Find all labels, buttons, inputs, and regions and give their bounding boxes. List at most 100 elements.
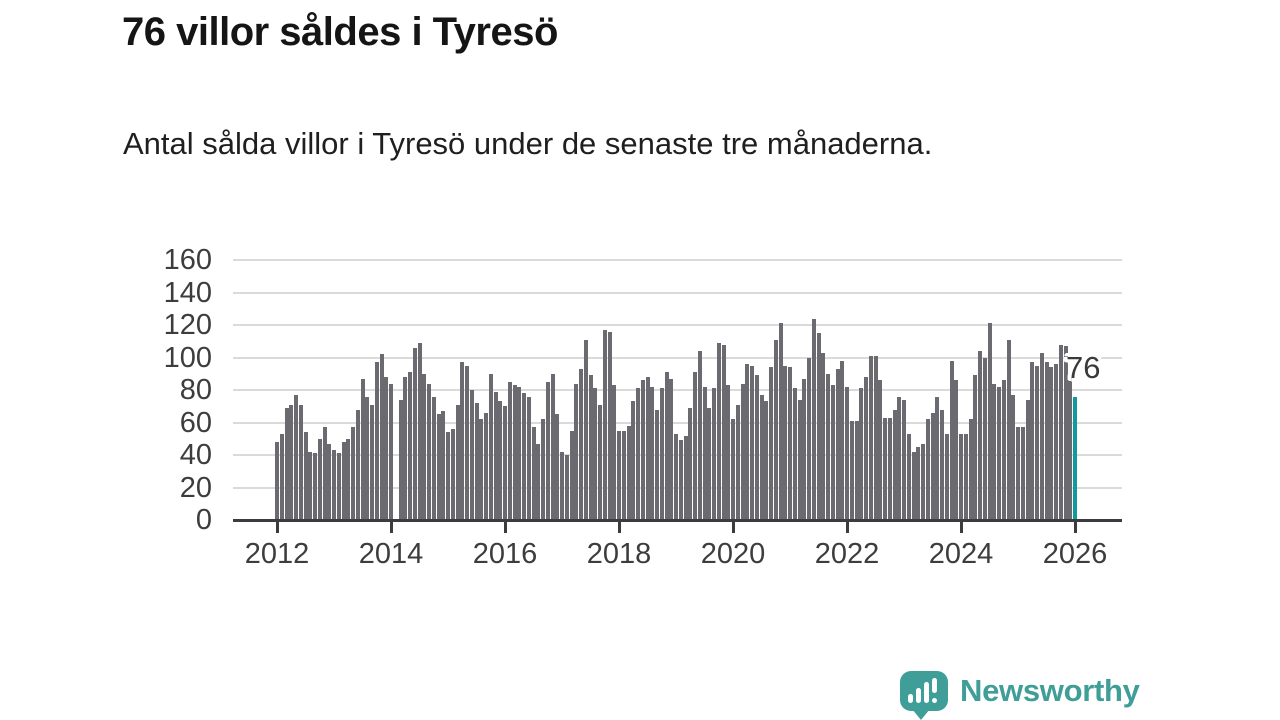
bar xyxy=(621,430,626,520)
bar xyxy=(940,409,944,520)
bar xyxy=(835,368,840,520)
bar xyxy=(826,373,830,520)
bar xyxy=(398,399,403,520)
bar xyxy=(313,453,317,520)
bar xyxy=(602,329,607,520)
bar xyxy=(583,339,588,520)
bar xyxy=(959,433,963,520)
bar xyxy=(997,386,1001,520)
chart-subtitle: Antal sålda villor i Tyresö under de sen… xyxy=(123,126,933,161)
bar xyxy=(773,339,778,520)
bar xyxy=(845,386,849,520)
x-tick-label: 2020 xyxy=(700,538,766,570)
bar xyxy=(973,375,978,520)
y-tick-label: 0 xyxy=(195,504,212,536)
bar xyxy=(1054,364,1058,520)
bar xyxy=(346,438,351,520)
bar xyxy=(1068,377,1073,520)
bar xyxy=(721,344,726,520)
bar xyxy=(963,433,968,520)
y-tick-label: 40 xyxy=(179,439,212,471)
bar xyxy=(1049,367,1054,520)
bar xyxy=(327,443,332,520)
bar xyxy=(365,396,370,520)
bar xyxy=(873,355,878,520)
x-axis-tick xyxy=(959,520,963,533)
bar xyxy=(683,435,688,520)
bar xyxy=(322,427,327,520)
bar xyxy=(446,432,450,520)
bar xyxy=(355,409,360,520)
bar xyxy=(631,401,636,520)
bar xyxy=(617,430,621,520)
bar xyxy=(484,412,488,520)
bar xyxy=(750,365,754,520)
x-axis-tick xyxy=(389,520,393,533)
bar xyxy=(707,407,712,520)
bar xyxy=(569,430,574,520)
x-tick-label: 2012 xyxy=(244,538,310,570)
bar xyxy=(1039,352,1044,520)
bar xyxy=(854,420,859,520)
bar xyxy=(370,404,374,520)
bar xyxy=(379,354,384,520)
bar xyxy=(788,367,792,520)
bar xyxy=(1044,362,1049,520)
bar xyxy=(574,383,579,520)
bar xyxy=(469,390,474,520)
bar xyxy=(636,388,640,520)
bar xyxy=(925,419,930,520)
bar xyxy=(664,372,669,520)
bar xyxy=(740,383,745,520)
x-axis-tick xyxy=(275,520,279,533)
bar xyxy=(906,433,911,520)
bar xyxy=(921,443,925,520)
bar xyxy=(441,411,446,520)
gridline xyxy=(233,356,1122,359)
bar xyxy=(1025,399,1030,520)
bar xyxy=(408,372,412,520)
bar xyxy=(374,362,379,520)
bar xyxy=(351,427,355,520)
bar xyxy=(498,401,503,520)
bar xyxy=(655,409,659,520)
bar xyxy=(702,386,707,520)
bar xyxy=(778,323,783,520)
bar xyxy=(1011,394,1016,520)
x-axis-line xyxy=(233,519,1122,522)
bar xyxy=(902,399,906,520)
chart-title: 76 villor såldes i Tyresö xyxy=(122,10,558,54)
bar xyxy=(488,373,493,520)
bar xyxy=(612,385,617,520)
bar xyxy=(849,420,854,520)
bar xyxy=(593,388,598,520)
logo-chart-bar-icon xyxy=(924,682,929,703)
bar xyxy=(1020,427,1025,520)
bar xyxy=(336,453,341,520)
logo-speech-bubble-icon xyxy=(900,671,948,720)
logo-chart-bar-icon xyxy=(916,688,921,703)
bar xyxy=(745,364,750,520)
bar xyxy=(294,394,298,520)
logo-exclamation-dot-icon xyxy=(932,698,937,703)
bar xyxy=(840,360,845,520)
bar xyxy=(422,373,427,520)
bar xyxy=(792,388,797,520)
bar xyxy=(517,386,522,520)
bar xyxy=(764,401,769,520)
bar xyxy=(811,318,816,520)
bar xyxy=(807,357,811,520)
logo-chart-bar-icon xyxy=(908,694,913,703)
bar xyxy=(298,404,303,520)
bar xyxy=(384,377,389,520)
bar xyxy=(541,419,545,520)
bar xyxy=(503,406,507,520)
bar xyxy=(987,323,992,520)
bar xyxy=(992,383,997,520)
newsworthy-logo[interactable]: Newsworthy xyxy=(900,666,1140,720)
bar xyxy=(864,377,868,520)
bar xyxy=(716,342,721,520)
bar xyxy=(859,388,864,520)
bar xyxy=(1030,362,1035,520)
bar xyxy=(588,375,593,520)
